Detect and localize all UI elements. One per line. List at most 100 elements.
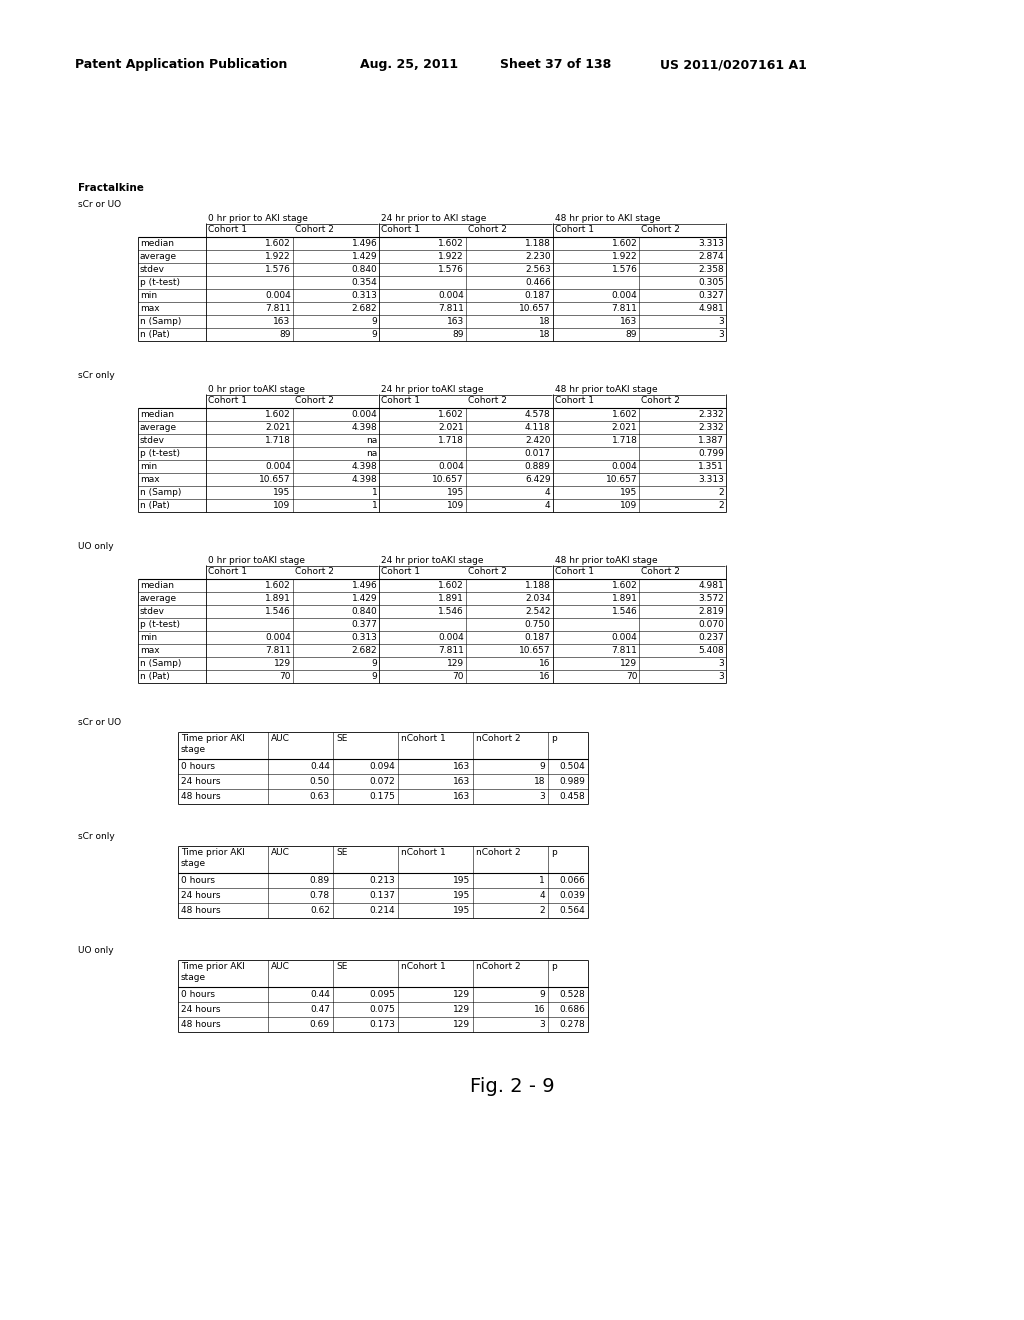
Text: 0.458: 0.458 (559, 792, 585, 801)
Text: 0.840: 0.840 (351, 607, 377, 616)
Text: 2: 2 (719, 502, 724, 510)
Text: 0 hours: 0 hours (181, 990, 215, 999)
Text: UO only: UO only (78, 946, 114, 954)
Text: 16: 16 (540, 672, 551, 681)
Text: stage: stage (181, 973, 206, 982)
Text: SE: SE (336, 962, 347, 972)
Text: 9: 9 (540, 990, 545, 999)
Text: 5.408: 5.408 (698, 645, 724, 655)
Text: 0.173: 0.173 (369, 1020, 395, 1030)
Text: 3: 3 (718, 317, 724, 326)
Text: median: median (140, 411, 174, 418)
Text: 129: 129 (453, 1005, 470, 1014)
Text: 163: 163 (453, 762, 470, 771)
Text: 1.602: 1.602 (265, 581, 291, 590)
Text: 0 hours: 0 hours (181, 876, 215, 884)
Text: 2.358: 2.358 (698, 265, 724, 275)
Text: 0.137: 0.137 (369, 891, 395, 900)
Text: 163: 163 (273, 317, 291, 326)
Text: sCr or UO: sCr or UO (78, 718, 121, 727)
Text: 0.750: 0.750 (524, 620, 551, 630)
Text: stdev: stdev (140, 436, 165, 445)
Text: 1.602: 1.602 (611, 411, 637, 418)
Text: 195: 195 (446, 488, 464, 498)
Text: 4: 4 (545, 488, 551, 498)
Text: median: median (140, 239, 174, 248)
Text: 0.799: 0.799 (698, 449, 724, 458)
Text: 24 hours: 24 hours (181, 777, 220, 785)
Text: sCr or UO: sCr or UO (78, 201, 121, 209)
Text: 1.922: 1.922 (438, 252, 464, 261)
Text: Cohort 1: Cohort 1 (208, 396, 247, 405)
Text: 0.004: 0.004 (265, 462, 291, 471)
Text: 2.563: 2.563 (525, 265, 551, 275)
Text: 9: 9 (372, 672, 377, 681)
Text: 1.602: 1.602 (438, 411, 464, 418)
Text: AUC: AUC (271, 847, 290, 857)
Text: 4.398: 4.398 (351, 462, 377, 471)
Text: 0.89: 0.89 (310, 876, 330, 884)
Text: 7.811: 7.811 (265, 645, 291, 655)
Text: Cohort 2: Cohort 2 (641, 396, 680, 405)
Text: 2.332: 2.332 (698, 422, 724, 432)
Text: 3: 3 (540, 1020, 545, 1030)
Text: 0.039: 0.039 (559, 891, 585, 900)
Text: 109: 109 (446, 502, 464, 510)
Text: n (Samp): n (Samp) (140, 317, 181, 326)
Text: 0.44: 0.44 (310, 762, 330, 771)
Text: 0.278: 0.278 (559, 1020, 585, 1030)
Text: 3.313: 3.313 (698, 475, 724, 484)
Text: 0.313: 0.313 (351, 290, 377, 300)
Text: nCohort 1: nCohort 1 (401, 734, 445, 743)
Text: 129: 129 (453, 1020, 470, 1030)
Text: 0.528: 0.528 (559, 990, 585, 999)
Text: n (Pat): n (Pat) (140, 672, 170, 681)
Text: 1.387: 1.387 (698, 436, 724, 445)
Text: 48 hours: 48 hours (181, 792, 220, 801)
Text: 1.429: 1.429 (351, 252, 377, 261)
Text: min: min (140, 634, 157, 642)
Text: Cohort 2: Cohort 2 (641, 224, 680, 234)
Text: 1.891: 1.891 (265, 594, 291, 603)
Text: 0.69: 0.69 (310, 1020, 330, 1030)
Text: 7.811: 7.811 (438, 645, 464, 655)
Text: 0 hr prior toAKI stage: 0 hr prior toAKI stage (208, 556, 305, 565)
Text: 2.682: 2.682 (351, 645, 377, 655)
Text: 1.496: 1.496 (351, 581, 377, 590)
Text: 0.214: 0.214 (370, 906, 395, 915)
Text: 109: 109 (273, 502, 291, 510)
Text: Sheet 37 of 138: Sheet 37 of 138 (500, 58, 611, 71)
Text: 0 hours: 0 hours (181, 762, 215, 771)
Text: 163: 163 (453, 792, 470, 801)
Text: Time prior AKI: Time prior AKI (181, 734, 245, 743)
Text: 2.021: 2.021 (438, 422, 464, 432)
Text: 1.602: 1.602 (438, 581, 464, 590)
Text: median: median (140, 581, 174, 590)
Text: 24 hr prior toAKI stage: 24 hr prior toAKI stage (381, 556, 483, 565)
Text: stage: stage (181, 859, 206, 869)
Text: 0.840: 0.840 (351, 265, 377, 275)
Text: nCohort 2: nCohort 2 (476, 962, 520, 972)
Text: 48 hr prior to AKI stage: 48 hr prior to AKI stage (555, 214, 660, 223)
Text: 3: 3 (718, 659, 724, 668)
Text: 163: 163 (453, 777, 470, 785)
Text: 10.657: 10.657 (519, 304, 551, 313)
Text: Cohort 1: Cohort 1 (208, 568, 247, 576)
Text: 1: 1 (372, 488, 377, 498)
Text: p (t-test): p (t-test) (140, 279, 180, 286)
Text: 0.004: 0.004 (265, 290, 291, 300)
Text: 1.576: 1.576 (611, 265, 637, 275)
Text: stage: stage (181, 744, 206, 754)
Text: 89: 89 (626, 330, 637, 339)
Text: 0.004: 0.004 (438, 290, 464, 300)
Text: 4.981: 4.981 (698, 581, 724, 590)
Text: 1.546: 1.546 (438, 607, 464, 616)
Text: 1.429: 1.429 (351, 594, 377, 603)
Text: 1.922: 1.922 (611, 252, 637, 261)
Text: 70: 70 (280, 672, 291, 681)
Text: 0.989: 0.989 (559, 777, 585, 785)
Text: 163: 163 (621, 317, 637, 326)
Text: 0.094: 0.094 (370, 762, 395, 771)
Text: 2.332: 2.332 (698, 411, 724, 418)
Text: min: min (140, 462, 157, 471)
